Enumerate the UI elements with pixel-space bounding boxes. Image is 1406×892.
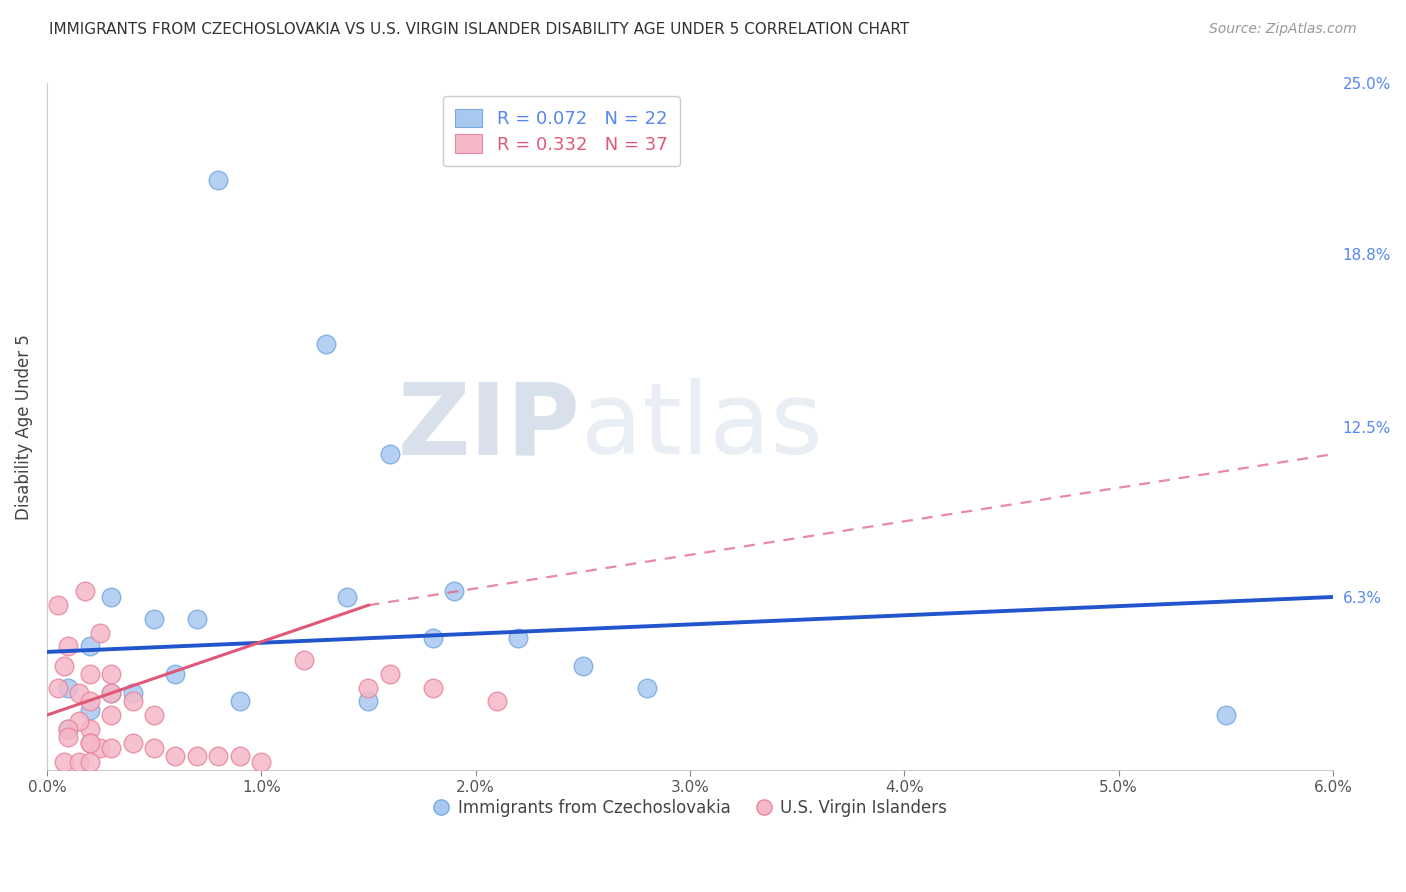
Point bbox=[79, 735, 101, 749]
Point bbox=[46, 681, 69, 695]
Point bbox=[165, 749, 187, 764]
Point bbox=[67, 686, 90, 700]
Point bbox=[1215, 708, 1237, 723]
Point bbox=[100, 666, 122, 681]
Point bbox=[67, 755, 90, 769]
Legend: Immigrants from Czechoslovakia, U.S. Virgin Islanders: Immigrants from Czechoslovakia, U.S. Vir… bbox=[426, 792, 953, 823]
Text: ZIP: ZIP bbox=[398, 378, 581, 475]
Point bbox=[79, 666, 101, 681]
Point bbox=[100, 686, 122, 700]
Point bbox=[292, 653, 315, 667]
Point bbox=[357, 681, 380, 695]
Point bbox=[79, 702, 101, 716]
Point bbox=[121, 735, 143, 749]
Point bbox=[46, 599, 69, 613]
Point bbox=[143, 612, 166, 626]
Point bbox=[186, 612, 208, 626]
Point bbox=[121, 686, 143, 700]
Point bbox=[100, 590, 122, 604]
Point bbox=[53, 755, 76, 769]
Point bbox=[186, 749, 208, 764]
Point bbox=[58, 722, 80, 736]
Point bbox=[250, 755, 273, 769]
Point bbox=[508, 631, 530, 645]
Point bbox=[378, 447, 401, 461]
Point bbox=[100, 741, 122, 756]
Point bbox=[207, 749, 229, 764]
Point bbox=[58, 681, 80, 695]
Point bbox=[75, 584, 97, 599]
Point bbox=[58, 722, 80, 736]
Point bbox=[58, 730, 80, 744]
Point bbox=[100, 686, 122, 700]
Point bbox=[79, 755, 101, 769]
Point bbox=[58, 640, 80, 654]
Point bbox=[485, 694, 508, 708]
Point bbox=[79, 694, 101, 708]
Point bbox=[378, 666, 401, 681]
Point bbox=[89, 741, 111, 756]
Point bbox=[443, 584, 465, 599]
Point bbox=[143, 708, 166, 723]
Point bbox=[336, 590, 359, 604]
Point bbox=[229, 749, 252, 764]
Point bbox=[357, 694, 380, 708]
Point bbox=[422, 681, 444, 695]
Point bbox=[53, 658, 76, 673]
Point bbox=[636, 681, 658, 695]
Point bbox=[89, 625, 111, 640]
Text: Source: ZipAtlas.com: Source: ZipAtlas.com bbox=[1209, 22, 1357, 37]
Point bbox=[79, 735, 101, 749]
Point bbox=[79, 722, 101, 736]
Point bbox=[67, 714, 90, 728]
Point bbox=[100, 708, 122, 723]
Text: atlas: atlas bbox=[581, 378, 823, 475]
Point bbox=[165, 666, 187, 681]
Point bbox=[315, 337, 337, 351]
Text: IMMIGRANTS FROM CZECHOSLOVAKIA VS U.S. VIRGIN ISLANDER DISABILITY AGE UNDER 5 CO: IMMIGRANTS FROM CZECHOSLOVAKIA VS U.S. V… bbox=[49, 22, 910, 37]
Y-axis label: Disability Age Under 5: Disability Age Under 5 bbox=[15, 334, 32, 520]
Point bbox=[422, 631, 444, 645]
Point bbox=[79, 640, 101, 654]
Point bbox=[229, 694, 252, 708]
Point bbox=[121, 694, 143, 708]
Point bbox=[207, 172, 229, 186]
Point bbox=[143, 741, 166, 756]
Point bbox=[571, 658, 593, 673]
